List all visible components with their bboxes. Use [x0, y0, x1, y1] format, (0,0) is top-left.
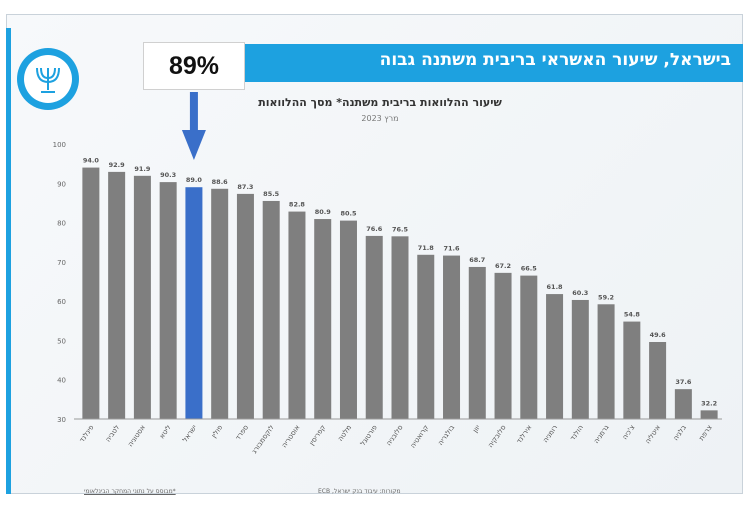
bar-value-label: 76.5 [392, 225, 409, 233]
bar-value-label: 61.8 [547, 283, 564, 291]
bar-value-label: 66.5 [521, 265, 538, 273]
bar [468, 266, 486, 419]
bar [108, 171, 126, 419]
chart-subtitle: מרץ 2023 [361, 114, 399, 123]
x-tick-label: לטביה [104, 424, 121, 444]
footer-source: מקורות: עיבוד בנק ישראל, ECB [318, 488, 401, 495]
title-band: בישראל, שיעור האשראי בריבית משתנה גבוה [244, 44, 743, 82]
bar [546, 294, 564, 419]
y-tick-label: 50 [57, 337, 66, 345]
bar [211, 188, 229, 419]
bar-value-label: 71.8 [418, 244, 435, 252]
bar-value-label: 32.2 [701, 399, 717, 407]
frame-accent-strip [6, 28, 11, 494]
x-tick-label: בלגיה [672, 424, 688, 443]
x-tick-label: ספרד [234, 423, 250, 442]
bar [700, 410, 718, 419]
bar [443, 255, 461, 419]
pointer-arrow-head [181, 130, 206, 160]
x-tick-label: אוסטריה [280, 423, 302, 449]
x-tick-label: צרפת [697, 424, 713, 443]
bar [391, 236, 409, 419]
bar-highlight [185, 187, 203, 419]
x-tick-label: אסטוניה [126, 423, 147, 448]
bar [314, 219, 332, 419]
bar-value-label: 90.3 [160, 171, 176, 179]
bar-value-label: 54.8 [624, 311, 641, 319]
y-tick-label: 60 [57, 298, 66, 306]
bar [417, 254, 435, 419]
bar-value-label: 94.0 [83, 157, 100, 165]
x-tick-label: קרואטיה [409, 424, 431, 450]
x-tick-label: גרמניה [592, 423, 610, 445]
bar [674, 389, 692, 419]
y-tick-label: 40 [57, 377, 66, 385]
bar [236, 193, 254, 419]
bar-value-label: 88.6 [212, 178, 229, 186]
bar [597, 304, 615, 419]
x-tick-label: ישראל [181, 423, 199, 444]
bar-value-label: 68.7 [469, 256, 485, 264]
bar [623, 321, 641, 419]
bar-value-label: 59.2 [598, 293, 614, 301]
y-tick-label: 90 [57, 180, 66, 188]
bar-value-label: 71.6 [443, 245, 460, 253]
highlight-callout: 89% [143, 42, 245, 90]
bar-value-label: 49.6 [650, 331, 667, 339]
chart-title: שיעור ההלוואות בריבית משתנה* מסך ההלוואו… [258, 96, 502, 109]
slide-title: בישראל, שיעור האשראי בריבית משתנה גבוה [379, 50, 731, 70]
x-tick-label: צ'כיה [621, 424, 637, 442]
bar [649, 342, 667, 419]
bar [339, 220, 357, 419]
x-tick-label: איטליה [644, 423, 663, 445]
x-tick-label: יוון [471, 423, 482, 434]
footer-note[interactable]: *מבוסס על נתוני המחקר הבינלאומי [84, 488, 176, 495]
bar-value-label: 67.2 [495, 262, 511, 270]
x-tick-label: פולין [210, 424, 224, 440]
x-tick-label: סלובקיה [486, 423, 507, 449]
bar-value-label: 80.5 [340, 210, 357, 218]
bar [365, 235, 383, 419]
bar-value-label: 37.6 [675, 378, 692, 386]
x-tick-label: מלטה [336, 423, 353, 442]
y-tick-label: 100 [53, 141, 66, 149]
bar [262, 200, 280, 419]
y-tick-label: 80 [57, 220, 66, 228]
bar [520, 275, 538, 419]
bar [571, 299, 589, 419]
bar [82, 167, 100, 419]
x-tick-label: בולגריה [436, 424, 456, 447]
x-tick-label: קפריסין [308, 424, 328, 447]
x-tick-label: אירלנד [515, 423, 534, 445]
bar [288, 211, 306, 419]
x-tick-label: סלובניה [385, 423, 405, 447]
bank-of-israel-logo-icon [17, 48, 79, 110]
bar-value-label: 92.9 [109, 161, 126, 169]
bar-value-label: 80.9 [315, 208, 332, 216]
bar-value-label: 87.3 [237, 183, 253, 191]
bar-value-label: 91.9 [134, 165, 151, 173]
x-tick-label: פורטוגל [359, 424, 379, 448]
y-tick-label: 30 [57, 416, 66, 424]
bar [133, 175, 151, 419]
x-tick-label: רומניה [541, 424, 559, 445]
bar-value-label: 89.0 [186, 176, 203, 184]
bar-value-label: 82.8 [289, 201, 306, 209]
bar-value-label: 60.3 [572, 289, 588, 297]
pointer-arrow-shaft [189, 92, 198, 130]
x-tick-label: לוקסמבורג [250, 424, 275, 456]
y-tick-label: 70 [57, 259, 66, 267]
x-tick-label: פינלנד [78, 424, 96, 444]
bar [494, 272, 512, 419]
bar [159, 182, 177, 419]
x-tick-label: הולנד [569, 424, 585, 443]
bar-value-label: 76.6 [366, 225, 383, 233]
x-tick-label: ליטא [158, 424, 173, 441]
bar-value-label: 85.5 [263, 190, 280, 198]
